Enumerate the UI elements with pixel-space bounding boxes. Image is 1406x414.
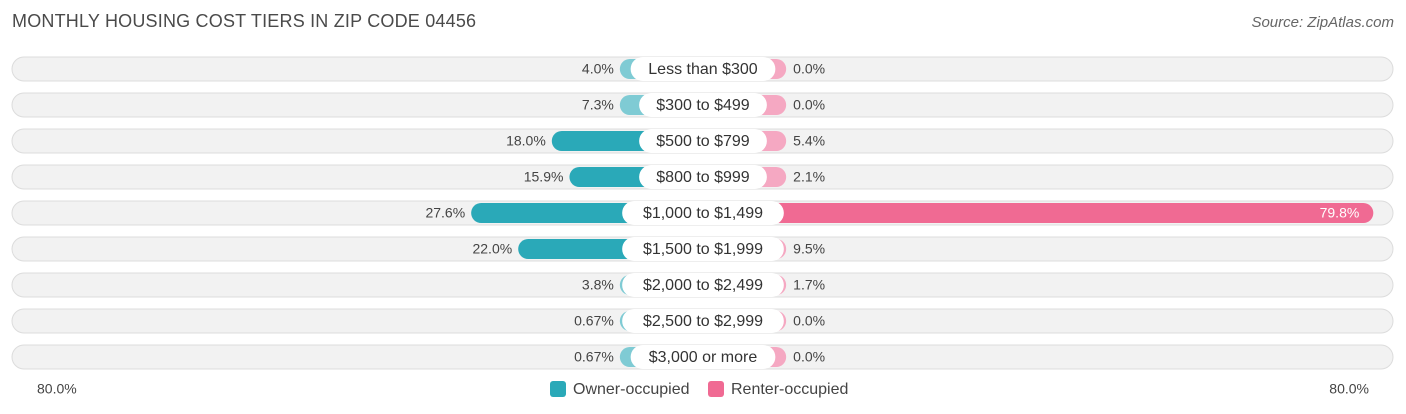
category-pill [622,201,784,225]
renter-value-label: 9.5% [793,241,825,257]
category-label: $2,000 to $2,499 [643,277,763,294]
renter-value-label: 0.0% [793,97,825,113]
category-label: $1,000 to $1,499 [643,205,763,222]
category-pill [639,93,767,117]
renter-value-label: 79.8% [1320,205,1360,221]
renter-value-label: 2.1% [793,169,825,185]
category-pill [630,57,776,81]
renter-value-label: 0.0% [793,61,825,77]
owner-value-label: 27.6% [425,205,465,221]
renter-value-label: 5.4% [793,133,825,149]
category-label: $3,000 or more [649,349,758,366]
axis-left-label: 80.0% [37,381,77,397]
renter-value-label: 0.0% [793,349,825,365]
category-pill [622,309,784,333]
source-label: Source: ZipAtlas.com [1251,14,1394,31]
legend-owner-label: Owner-occupied [573,381,690,398]
category-label: $1,500 to $1,999 [643,241,763,258]
axis-right-label: 80.0% [1329,381,1369,397]
category-pill [639,165,767,189]
owner-value-label: 22.0% [472,241,512,257]
renter-value-label: 0.0% [793,313,825,329]
category-pill [622,273,784,297]
owner-value-label: 18.0% [506,133,546,149]
category-label: $300 to $499 [656,97,750,114]
chart-title: MONTHLY HOUSING COST TIERS IN ZIP CODE 0… [12,11,477,31]
legend-renter-swatch [708,381,724,397]
owner-value-label: 0.67% [574,349,614,365]
owner-value-label: 4.0% [582,61,614,77]
category-pill [639,129,767,153]
renter-bar [703,203,1374,223]
category-pill [630,345,776,369]
category-label: Less than $300 [648,61,758,78]
owner-value-label: 3.8% [582,277,614,293]
category-pill [622,237,784,261]
category-label: $800 to $999 [656,169,750,186]
owner-value-label: 15.9% [524,169,564,185]
renter-value-label: 1.7% [793,277,825,293]
owner-value-label: 0.67% [574,313,614,329]
owner-value-label: 7.3% [582,97,614,113]
legend-renter-label: Renter-occupied [731,381,848,398]
category-label: $2,500 to $2,999 [643,313,763,330]
category-label: $500 to $799 [656,133,750,150]
legend-owner-swatch [550,381,566,397]
